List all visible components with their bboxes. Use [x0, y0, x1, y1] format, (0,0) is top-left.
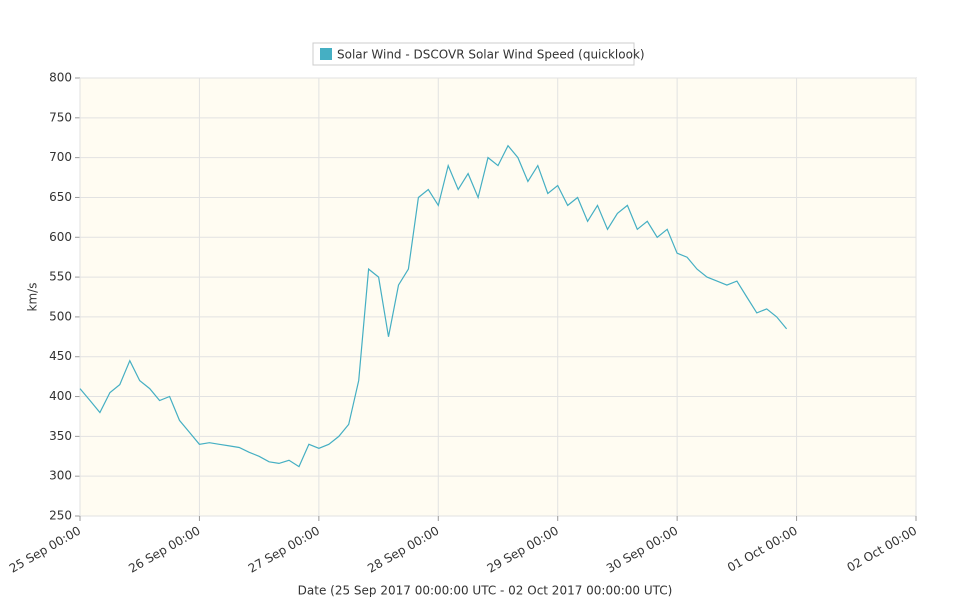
x-tick-label: 30 Sep 00:00 — [604, 524, 680, 576]
y-tick-label: 700 — [49, 150, 72, 164]
y-tick-label: 350 — [49, 429, 72, 443]
x-tick-label: 27 Sep 00:00 — [246, 524, 322, 576]
y-tick-label: 300 — [49, 469, 72, 483]
plot-area — [79, 77, 917, 517]
y-tick-label: 600 — [49, 230, 72, 244]
x-tick-label: 28 Sep 00:00 — [365, 524, 441, 576]
y-tick-label: 450 — [49, 349, 72, 363]
x-tick-label: 25 Sep 00:00 — [7, 524, 83, 576]
legend[interactable] — [312, 42, 635, 66]
y-tick-label: 650 — [49, 190, 72, 204]
x-tick-label: 29 Sep 00:00 — [485, 524, 561, 576]
y-tick-label: 250 — [49, 509, 72, 523]
y-tick-label: 800 — [49, 71, 72, 85]
y-tick-label: 400 — [49, 389, 72, 403]
y-tick-label: 550 — [49, 270, 72, 284]
legend-label[interactable]: Solar Wind - DSCOVR Solar Wind Speed (qu… — [337, 48, 645, 62]
y-tick-label: 500 — [49, 309, 72, 323]
x-tick-label: 01 Oct 00:00 — [725, 524, 800, 575]
x-axis-title: Date (25 Sep 2017 00:00:00 UTC - 02 Oct … — [298, 584, 673, 598]
y-axis-title: km/s — [26, 283, 40, 312]
x-tick-label: 26 Sep 00:00 — [126, 524, 202, 576]
series-line — [79, 144, 788, 468]
y-tick-label: 750 — [49, 110, 72, 124]
legend-swatch — [320, 48, 332, 60]
x-tick-label: 02 Oct 00:00 — [844, 524, 919, 575]
